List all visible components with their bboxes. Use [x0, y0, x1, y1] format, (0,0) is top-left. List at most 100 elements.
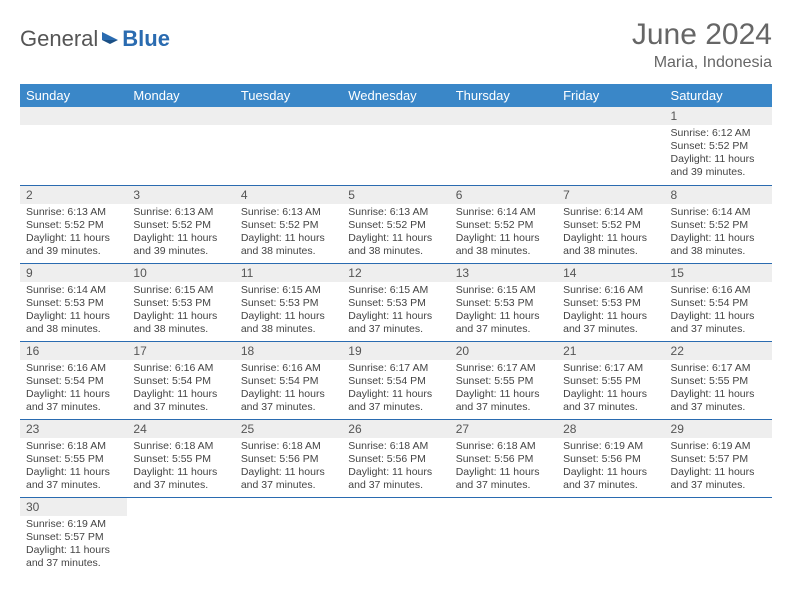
sunset-line: Sunset: 5:55 PM [26, 453, 121, 466]
sunrise-line: Sunrise: 6:13 AM [133, 206, 228, 219]
sunrise-line: Sunrise: 6:13 AM [26, 206, 121, 219]
sunrise-line: Sunrise: 6:14 AM [456, 206, 551, 219]
calendar-cell [235, 107, 342, 185]
day-number: 23 [20, 420, 127, 438]
sunrise-line: Sunrise: 6:13 AM [241, 206, 336, 219]
day-number: 22 [665, 342, 772, 360]
sunrise-line: Sunrise: 6:13 AM [348, 206, 443, 219]
daylight-line: Daylight: 11 hours and 38 minutes. [241, 310, 336, 336]
daylight-line: Daylight: 11 hours and 38 minutes. [241, 232, 336, 258]
day-detail: Sunrise: 6:16 AMSunset: 5:54 PMDaylight:… [665, 282, 772, 341]
sunrise-line: Sunrise: 6:17 AM [563, 362, 658, 375]
calendar-cell: 19Sunrise: 6:17 AMSunset: 5:54 PMDayligh… [342, 341, 449, 419]
sunset-line: Sunset: 5:53 PM [133, 297, 228, 310]
day-detail: Sunrise: 6:17 AMSunset: 5:55 PMDaylight:… [557, 360, 664, 419]
day-number: 30 [20, 498, 127, 516]
sunset-line: Sunset: 5:57 PM [671, 453, 766, 466]
day-detail: Sunrise: 6:18 AMSunset: 5:56 PMDaylight:… [450, 438, 557, 497]
calendar-cell: 14Sunrise: 6:16 AMSunset: 5:53 PMDayligh… [557, 263, 664, 341]
sunset-line: Sunset: 5:55 PM [563, 375, 658, 388]
sunset-line: Sunset: 5:54 PM [671, 297, 766, 310]
calendar-cell: 28Sunrise: 6:19 AMSunset: 5:56 PMDayligh… [557, 419, 664, 497]
day-number: 24 [127, 420, 234, 438]
calendar-row: 30Sunrise: 6:19 AMSunset: 5:57 PMDayligh… [20, 497, 772, 575]
day-detail: Sunrise: 6:18 AMSunset: 5:56 PMDaylight:… [235, 438, 342, 497]
day-number: 4 [235, 186, 342, 204]
weekday-header: Tuesday [235, 84, 342, 107]
day-number: 15 [665, 264, 772, 282]
day-detail: Sunrise: 6:13 AMSunset: 5:52 PMDaylight:… [127, 204, 234, 263]
day-number: 6 [450, 186, 557, 204]
day-detail: Sunrise: 6:13 AMSunset: 5:52 PMDaylight:… [20, 204, 127, 263]
calendar-cell: 5Sunrise: 6:13 AMSunset: 5:52 PMDaylight… [342, 185, 449, 263]
sunset-line: Sunset: 5:56 PM [563, 453, 658, 466]
day-number: 11 [235, 264, 342, 282]
sunset-line: Sunset: 5:53 PM [456, 297, 551, 310]
day-detail: Sunrise: 6:15 AMSunset: 5:53 PMDaylight:… [450, 282, 557, 341]
day-detail: Sunrise: 6:16 AMSunset: 5:54 PMDaylight:… [20, 360, 127, 419]
day-number: 10 [127, 264, 234, 282]
calendar-cell [450, 107, 557, 185]
empty-daynum [20, 107, 127, 125]
daylight-line: Daylight: 11 hours and 38 minutes. [133, 310, 228, 336]
day-detail: Sunrise: 6:13 AMSunset: 5:52 PMDaylight:… [235, 204, 342, 263]
calendar-cell: 10Sunrise: 6:15 AMSunset: 5:53 PMDayligh… [127, 263, 234, 341]
day-number: 9 [20, 264, 127, 282]
sunrise-line: Sunrise: 6:18 AM [456, 440, 551, 453]
empty-daynum [342, 107, 449, 125]
sunrise-line: Sunrise: 6:16 AM [26, 362, 121, 375]
day-detail: Sunrise: 6:17 AMSunset: 5:55 PMDaylight:… [450, 360, 557, 419]
daylight-line: Daylight: 11 hours and 39 minutes. [133, 232, 228, 258]
calendar-table: Sunday Monday Tuesday Wednesday Thursday… [20, 84, 772, 575]
sunset-line: Sunset: 5:52 PM [26, 219, 121, 232]
sunset-line: Sunset: 5:55 PM [671, 375, 766, 388]
calendar-cell: 20Sunrise: 6:17 AMSunset: 5:55 PMDayligh… [450, 341, 557, 419]
calendar-cell [342, 497, 449, 575]
sunset-line: Sunset: 5:52 PM [133, 219, 228, 232]
calendar-cell [20, 107, 127, 185]
weekday-header: Saturday [665, 84, 772, 107]
page-title: June 2024 [632, 18, 772, 52]
day-detail: Sunrise: 6:19 AMSunset: 5:57 PMDaylight:… [665, 438, 772, 497]
calendar-cell: 4Sunrise: 6:13 AMSunset: 5:52 PMDaylight… [235, 185, 342, 263]
empty-daynum [450, 107, 557, 125]
calendar-cell [342, 107, 449, 185]
daylight-line: Daylight: 11 hours and 38 minutes. [348, 232, 443, 258]
day-number: 3 [127, 186, 234, 204]
day-detail: Sunrise: 6:17 AMSunset: 5:55 PMDaylight:… [665, 360, 772, 419]
weekday-header: Wednesday [342, 84, 449, 107]
sunset-line: Sunset: 5:54 PM [348, 375, 443, 388]
day-detail: Sunrise: 6:16 AMSunset: 5:54 PMDaylight:… [235, 360, 342, 419]
daylight-line: Daylight: 11 hours and 37 minutes. [133, 388, 228, 414]
calendar-row: 9Sunrise: 6:14 AMSunset: 5:53 PMDaylight… [20, 263, 772, 341]
sunrise-line: Sunrise: 6:18 AM [133, 440, 228, 453]
daylight-line: Daylight: 11 hours and 37 minutes. [671, 310, 766, 336]
day-detail: Sunrise: 6:18 AMSunset: 5:56 PMDaylight:… [342, 438, 449, 497]
weekday-header: Friday [557, 84, 664, 107]
sunset-line: Sunset: 5:52 PM [348, 219, 443, 232]
calendar-cell: 17Sunrise: 6:16 AMSunset: 5:54 PMDayligh… [127, 341, 234, 419]
calendar-cell: 6Sunrise: 6:14 AMSunset: 5:52 PMDaylight… [450, 185, 557, 263]
sunset-line: Sunset: 5:54 PM [26, 375, 121, 388]
daylight-line: Daylight: 11 hours and 39 minutes. [671, 153, 766, 179]
daylight-line: Daylight: 11 hours and 37 minutes. [563, 466, 658, 492]
daylight-line: Daylight: 11 hours and 37 minutes. [133, 466, 228, 492]
calendar-cell: 25Sunrise: 6:18 AMSunset: 5:56 PMDayligh… [235, 419, 342, 497]
sunrise-line: Sunrise: 6:18 AM [26, 440, 121, 453]
sunrise-line: Sunrise: 6:16 AM [563, 284, 658, 297]
day-detail: Sunrise: 6:19 AMSunset: 5:57 PMDaylight:… [20, 516, 127, 575]
daylight-line: Daylight: 11 hours and 37 minutes. [671, 388, 766, 414]
calendar-row: 16Sunrise: 6:16 AMSunset: 5:54 PMDayligh… [20, 341, 772, 419]
day-number: 2 [20, 186, 127, 204]
day-number: 14 [557, 264, 664, 282]
day-number: 1 [665, 107, 772, 125]
day-detail: Sunrise: 6:19 AMSunset: 5:56 PMDaylight:… [557, 438, 664, 497]
calendar-cell: 21Sunrise: 6:17 AMSunset: 5:55 PMDayligh… [557, 341, 664, 419]
day-number: 12 [342, 264, 449, 282]
calendar-cell [235, 497, 342, 575]
day-number: 20 [450, 342, 557, 360]
daylight-line: Daylight: 11 hours and 38 minutes. [563, 232, 658, 258]
calendar-cell: 7Sunrise: 6:14 AMSunset: 5:52 PMDaylight… [557, 185, 664, 263]
sunrise-line: Sunrise: 6:17 AM [671, 362, 766, 375]
day-detail: Sunrise: 6:13 AMSunset: 5:52 PMDaylight:… [342, 204, 449, 263]
